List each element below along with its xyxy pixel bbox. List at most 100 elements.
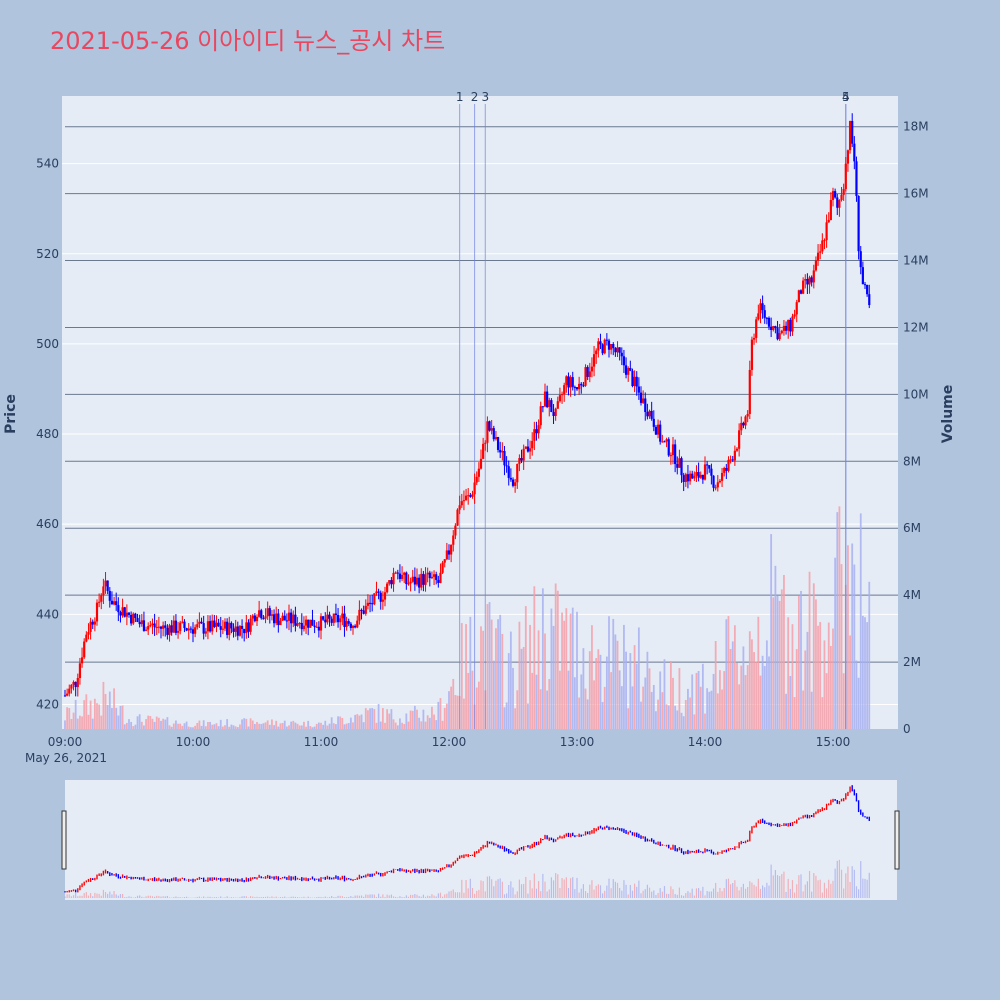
volume-bar: [652, 684, 655, 729]
candle-body: [514, 482, 517, 486]
candle-body: [189, 628, 192, 630]
volume-bar: [266, 720, 269, 729]
rangeslider-volume-bar: [275, 896, 277, 898]
volume-bar: [104, 693, 107, 729]
rangeslider-volume-bar: [343, 897, 346, 898]
candle-body: [91, 621, 94, 625]
candle-body: [326, 614, 329, 623]
rangeslider-volume-bar: [791, 880, 794, 898]
rangeslider-volume-bar: [550, 877, 552, 898]
volume-tick-label: 14M: [903, 254, 929, 268]
volume-bar: [529, 624, 531, 729]
volume-bar: [452, 678, 455, 729]
candle-body: [671, 444, 675, 456]
rangeslider-volume-bar: [401, 896, 403, 898]
volume-bar: [763, 666, 766, 729]
candle-body: [748, 369, 751, 414]
rangeslider-volume-bar: [346, 897, 348, 898]
volume-bar: [76, 718, 79, 729]
candle-body: [851, 120, 854, 144]
candle-body: [243, 628, 246, 634]
rangeslider-volume-bar: [243, 896, 245, 898]
rangeslider-right-handle[interactable]: [894, 810, 900, 870]
candle-body: [117, 605, 120, 613]
candle-body: [659, 424, 662, 442]
volume-bar: [241, 719, 243, 729]
candle-body: [405, 572, 408, 585]
volume-bar: [196, 722, 199, 729]
volume-bar: [580, 674, 583, 729]
volume-bar: [571, 607, 574, 729]
rangeslider-volume-bar: [156, 895, 158, 898]
volume-bar: [328, 723, 331, 729]
candle-body: [752, 337, 756, 340]
candle-body: [112, 601, 116, 605]
candle-body: [347, 621, 350, 624]
rangeslider-volume-bar: [482, 881, 484, 898]
rangeslider-volume-bar: [226, 896, 228, 898]
candle-body: [840, 194, 843, 201]
rangeslider-volume-bar: [644, 889, 646, 898]
rangeslider-volume-bar: [175, 896, 177, 898]
volume-bar: [437, 701, 440, 729]
volume-bar: [674, 705, 677, 729]
rangeslider-volume-bar: [79, 895, 81, 898]
rangeslider-volume-bar: [631, 890, 634, 898]
volume-bar: [516, 690, 519, 729]
candle-body: [490, 428, 493, 431]
volume-bar: [125, 722, 128, 729]
rangeslider-volume-bar: [584, 891, 587, 898]
rangeslider-volume-bar: [262, 897, 264, 898]
rangeslider-volume-bar: [563, 879, 565, 898]
candle-body: [134, 613, 137, 618]
rangeslider-volume-bar: [250, 896, 252, 898]
candle-body: [351, 625, 355, 628]
volume-bar: [145, 719, 147, 729]
candle-body: [654, 426, 658, 435]
candle-body: [793, 314, 796, 317]
volume-bar: [373, 709, 376, 729]
rangeslider-volume-bar: [691, 888, 693, 898]
candle-body: [486, 421, 489, 443]
date-label: May 26, 2021: [25, 751, 107, 765]
price-tick-label: 460: [36, 517, 59, 531]
price-gridlines: [62, 163, 898, 705]
rangeslider-volume-bar: [85, 892, 87, 898]
candle-body: [426, 572, 429, 575]
volume-bar: [134, 724, 137, 729]
volume-bar: [704, 713, 706, 729]
rangeslider-volume-bar: [158, 896, 160, 898]
rangeslider-volume-bar: [326, 897, 328, 898]
candle-body: [307, 619, 310, 628]
rangeslider-volume-bar: [143, 897, 145, 898]
candle-body: [100, 595, 103, 602]
candle-body: [823, 240, 826, 242]
volume-bar: [644, 677, 647, 729]
time-tick-label: 10:00: [176, 735, 211, 749]
volume-bar: [465, 624, 467, 729]
candle-body: [524, 446, 527, 449]
rangeslider-left-handle[interactable]: [61, 810, 67, 870]
volume-bar: [495, 628, 497, 729]
rangeslider-volume-bar: [602, 893, 604, 898]
rangeslider-volume-bar: [593, 889, 595, 898]
candle-body: [66, 693, 69, 696]
candle-body: [637, 386, 640, 393]
candle-body: [821, 240, 824, 252]
volume-bar: [676, 710, 679, 729]
rangeslider-volume-bar: [670, 886, 672, 898]
candle-body: [221, 628, 224, 630]
volume-bar: [629, 653, 632, 729]
candle-body: [695, 472, 698, 476]
rangeslider-volume-bar: [111, 894, 113, 898]
candle-body: [492, 428, 495, 440]
rangeslider-volume-bar: [698, 888, 700, 898]
volume-bar: [492, 660, 495, 729]
rangeslider-volume: [64, 859, 870, 898]
volume-bar: [663, 659, 666, 729]
rangeslider-volume-bar: [834, 868, 836, 898]
volume-bar: [339, 716, 342, 729]
candle-body: [181, 621, 184, 623]
rangeslider-volume-bar: [759, 888, 762, 898]
